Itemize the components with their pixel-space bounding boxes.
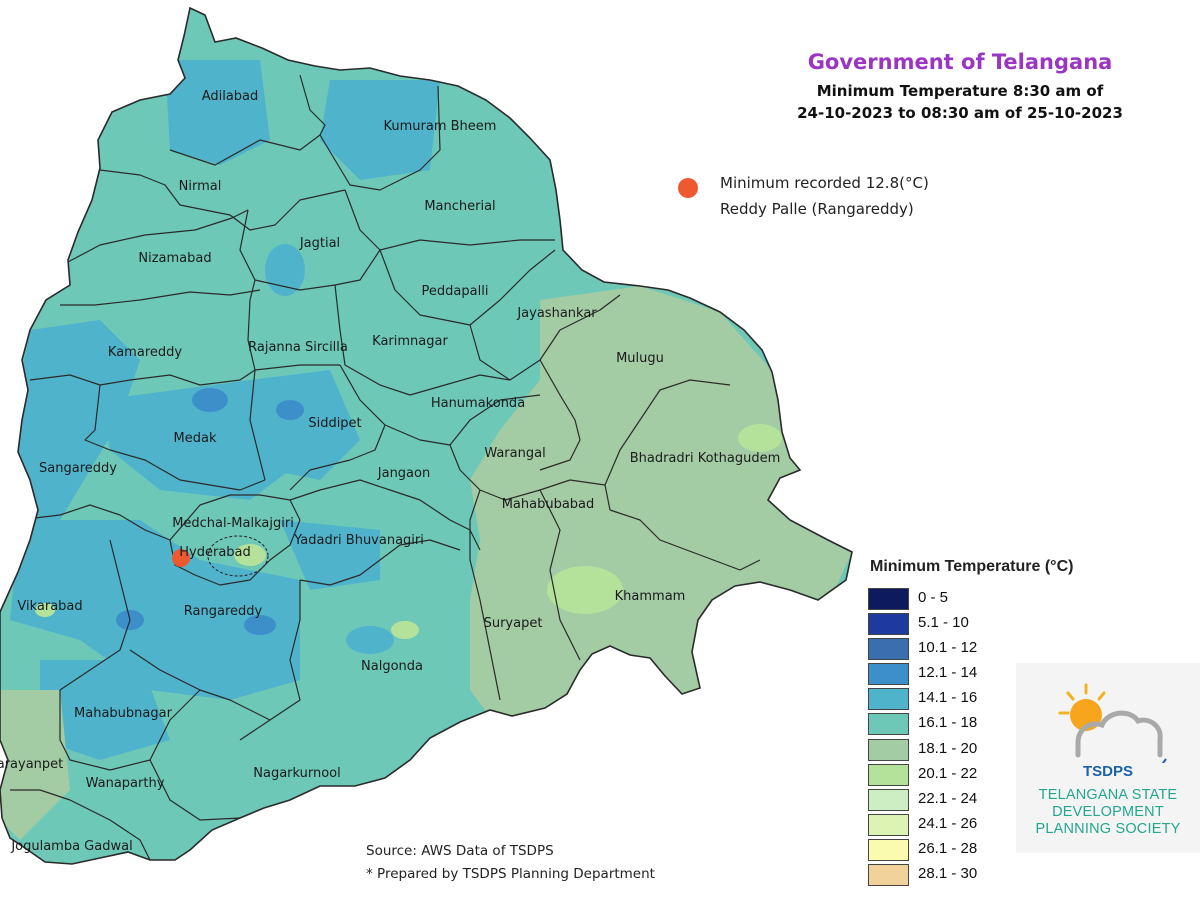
district-label: Mancherial	[424, 199, 495, 214]
district-label: Mahabubabad	[502, 497, 595, 512]
map-subtitle-line2: 24-10-2023 to 08:30 am of 25-10-2023	[797, 104, 1123, 122]
district-label: Kamareddy	[108, 345, 182, 360]
legend-swatch	[868, 813, 909, 836]
legend-swatch	[868, 613, 909, 636]
legend-label: 10.1 - 12	[918, 639, 978, 657]
district-label: Vikarabad	[17, 599, 82, 614]
map-subtitle-line1: Minimum Temperature 8:30 am of	[816, 82, 1104, 100]
legend-label: 24.1 - 26	[918, 814, 978, 832]
minimum-location-marker	[172, 549, 190, 567]
district-label: Khammam	[615, 589, 686, 604]
legend-label: 14.1 - 16	[918, 689, 978, 707]
district-label: Nagarkurnool	[253, 766, 341, 781]
legend-label: 16.1 - 18	[918, 714, 978, 732]
logo-org-line1: TELANGANA STATE	[1038, 787, 1178, 803]
district-label: Wanaparthy	[86, 776, 165, 791]
district-label: Rangareddy	[184, 604, 263, 619]
district-label: Siddipet	[308, 416, 361, 431]
district-label: Jagtial	[299, 236, 340, 251]
legend-swatch	[868, 738, 909, 761]
prepared-by-line: * Prepared by TSDPS Planning Department	[366, 866, 655, 882]
district-label: Medak	[174, 431, 217, 446]
district-label: Medchal-Malkajgiri	[172, 516, 294, 531]
legend-label: 5.1 - 10	[918, 614, 969, 632]
legend-swatch	[868, 663, 909, 686]
district-label: Sangareddy	[39, 461, 117, 476]
legend-swatch	[868, 788, 909, 811]
district-label: Nizamabad	[138, 251, 211, 266]
district-label: Bhadradri Kothagudem	[630, 451, 781, 466]
district-label: Nirmal	[179, 179, 222, 194]
legend-title: Minimum Temperature (°C)	[870, 558, 1074, 575]
logo-org-line3: PLANNING SOCIETY	[1035, 821, 1181, 837]
legend-label: 22.1 - 24	[918, 789, 978, 807]
minimum-recorded-location: Reddy Palle (Rangareddy)	[720, 200, 914, 218]
logo-brand: TSDPS	[1082, 763, 1133, 780]
tsdps-logo: TSDPS TELANGANA STATE DEVELOPMENT PLANNI…	[1016, 663, 1200, 853]
legend-label: 28.1 - 30	[918, 865, 978, 883]
district-label: Jogulamba Gadwal	[10, 839, 132, 854]
district-label: Nalgonda	[361, 659, 423, 674]
district-label: Karimnagar	[372, 334, 448, 349]
source-line: Source: AWS Data of TSDPS	[366, 843, 554, 859]
legend-swatch	[868, 763, 909, 786]
district-label: Adilabad	[202, 89, 259, 104]
district-label: Jayashankar	[516, 306, 597, 321]
district-label: Peddapalli	[422, 284, 489, 299]
district-label: Warangal	[484, 446, 545, 461]
sun-cloud-icon	[1058, 683, 1167, 768]
legend-swatch	[868, 713, 909, 736]
legend-label: 26.1 - 28	[918, 839, 978, 857]
legend-label: 20.1 - 22	[918, 764, 978, 782]
legend-label: 12.1 - 14	[918, 664, 978, 682]
legend-swatch	[868, 864, 909, 887]
district-label: Yadadri Bhuvanagiri	[293, 533, 424, 548]
district-label: arayanpet	[0, 757, 63, 772]
minimum-recorded-text: Minimum recorded 12.8(°C)	[720, 174, 929, 192]
district-label: Kumuram Bheem	[384, 119, 497, 134]
district-label: Rajanna Sircilla	[248, 340, 348, 355]
district-label: Mahabubnagar	[74, 706, 173, 721]
district-label: Mulugu	[616, 351, 664, 366]
district-label: Jangaon	[377, 466, 430, 481]
legend-swatch	[868, 838, 909, 861]
legend-label: 0 - 5	[918, 589, 949, 606]
logo-org-line2: DEVELOPMENT	[1052, 804, 1164, 820]
district-label: Hyderabad	[179, 545, 251, 560]
district-label: Hanumakonda	[431, 396, 525, 411]
legend-label: 18.1 - 20	[918, 739, 978, 757]
map-title: Government of Telangana	[807, 50, 1113, 74]
telangana-map: Adilabad Kumuram Bheem Nirmal Mancherial Niz…	[0, 7, 853, 865]
minimum-marker-icon	[678, 178, 698, 198]
legend-swatch	[868, 588, 909, 610]
legend-swatch	[868, 638, 909, 661]
legend-swatch	[868, 688, 909, 711]
district-label: Suryapet	[484, 616, 543, 631]
